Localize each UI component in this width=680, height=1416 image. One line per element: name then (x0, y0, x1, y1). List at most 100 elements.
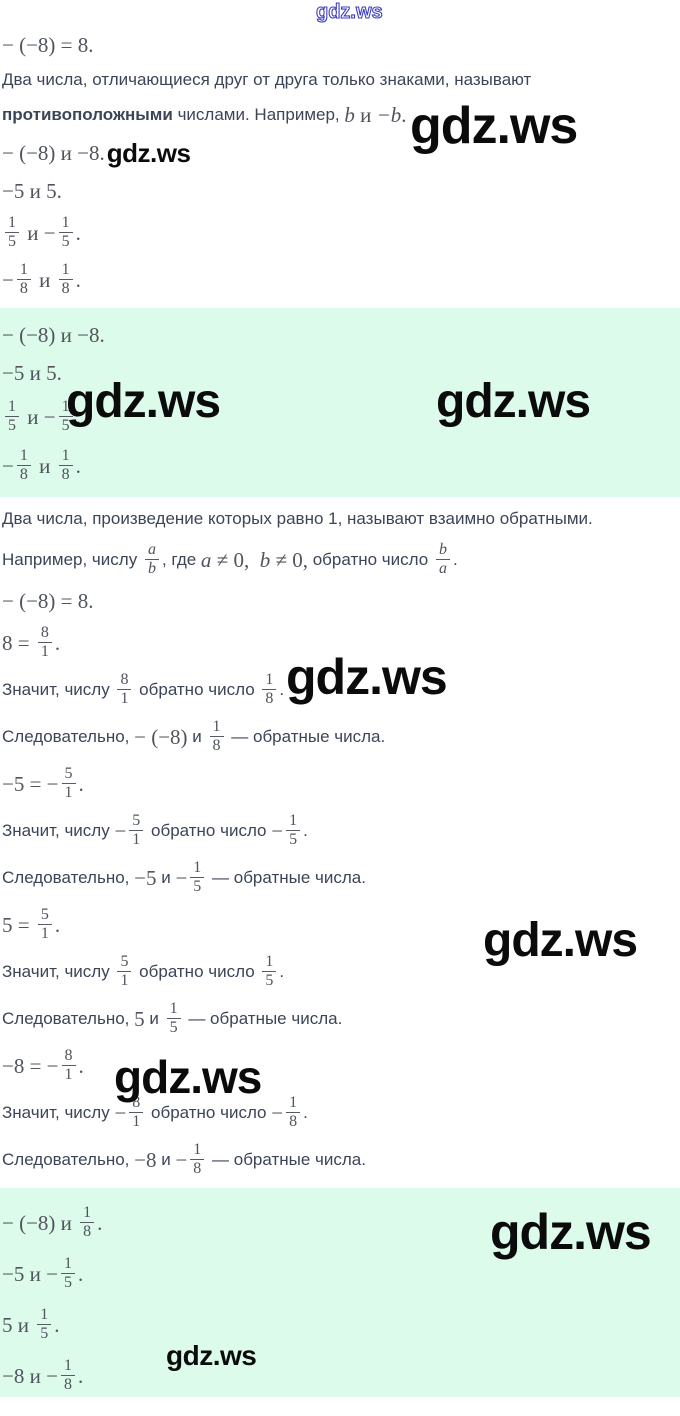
content-line: −5 и 5. (2, 360, 674, 386)
text-segment: обратно число (307, 549, 433, 569)
text-segment: обратно число (134, 679, 260, 699)
math-segment: 5 и (2, 1312, 35, 1337)
fraction-numerator: 1 (193, 1141, 202, 1158)
content-line: − (−8) = 8. (2, 32, 674, 58)
fraction-numerator: b (438, 541, 447, 558)
math-segment: − (−8) = 8. (2, 33, 94, 57)
text-segment: обратно число (146, 820, 272, 840)
fraction-numerator: 1 (19, 261, 28, 278)
text-segment: и (187, 726, 207, 746)
math-italic-segment: b (259, 547, 271, 572)
text-segment: Два числа, отличающиеся друг от друга то… (2, 70, 532, 89)
fraction-numerator: 8 (64, 1047, 73, 1064)
math-segment: − (2, 453, 14, 478)
math-segment: − (−8) и −8. (2, 323, 105, 347)
fraction-numerator: 8 (40, 624, 49, 641)
fraction-numerator: 1 (40, 1306, 49, 1323)
block-intro: − (−8) = 8. Два числа, отличающиеся друг … (0, 32, 680, 298)
fraction-denominator: 1 (61, 1065, 76, 1084)
text-segment: обратно число (146, 1102, 272, 1122)
fraction-denominator: 1 (37, 642, 52, 661)
fraction-denominator: 5 (58, 232, 73, 251)
fraction-numerator: 1 (193, 859, 202, 876)
text-segment: — обратные числа. (207, 1149, 366, 1169)
fraction-denominator: 8 (80, 1222, 95, 1241)
content-line: Значит, числу −8 1 обратно число −1 8. (2, 1094, 674, 1131)
math-segment: −8 и − (2, 1363, 58, 1388)
fraction-numerator: 1 (61, 214, 70, 231)
fraction-denominator: 1 (117, 689, 132, 708)
fraction-denominator: 5 (190, 877, 205, 896)
fraction-denominator: 1 (117, 971, 132, 990)
math-segment: −5 и 5. (2, 179, 62, 203)
text-segment: Значит, числу (2, 1102, 115, 1122)
math-segment: 8 = (2, 630, 35, 655)
fraction-denominator: 8 (58, 279, 73, 298)
math-segment: −5 и − (2, 1261, 58, 1286)
fraction-numerator: 5 (64, 765, 73, 782)
bold-text-segment: противоположными (2, 105, 173, 124)
fraction-denominator: 1 (61, 783, 76, 802)
math-segment: . (54, 912, 61, 937)
content-line: Значит, числу −5 1 обратно число −1 5. (2, 812, 674, 849)
math-segment: − (271, 1100, 284, 1125)
math-segment: и − (22, 220, 56, 245)
content-line: − (−8) и −8. (2, 322, 674, 348)
math-segment: . (75, 453, 81, 478)
fraction-numerator: 1 (8, 398, 16, 415)
fraction-denominator: 1 (129, 830, 144, 849)
content-line: Два числа, произведение которых равно 1,… (2, 507, 674, 531)
fraction-denominator: 8 (262, 689, 277, 708)
fraction-denominator: 5 (286, 830, 301, 849)
fraction-numerator: 1 (289, 1094, 298, 1111)
math-segment: − (−8) (134, 724, 188, 749)
math-segment: 5 = (2, 912, 35, 937)
math-segment: . (401, 103, 407, 127)
text-segment: Например, числу (2, 549, 142, 569)
text-segment: — обратные числа. (183, 1008, 343, 1028)
math-segment: . (78, 1053, 84, 1078)
fraction-numerator: 1 (19, 447, 28, 464)
fraction-denominator: 5 (58, 416, 73, 435)
block-answer-reciprocals: − (−8) и 1 8. −5 и −1 5. 5 и 1 5. −8 и −1 8. (0, 1188, 680, 1397)
fraction-denominator: 5 (166, 1018, 181, 1037)
math-segment: и (33, 267, 56, 292)
fraction-numerator: 1 (61, 447, 70, 464)
fraction-numerator: 1 (265, 953, 274, 970)
math-segment: . (54, 1312, 60, 1337)
math-segment: −8 = − (2, 1053, 59, 1078)
math-segment: − (−8) = 8. (2, 589, 94, 613)
content-line: Следовательно, −8 и −1 8 — обратные числа… (2, 1141, 674, 1178)
math-segment: − (2, 267, 14, 292)
fraction-denominator: 8 (16, 279, 31, 298)
fraction-numerator: a (147, 541, 156, 558)
